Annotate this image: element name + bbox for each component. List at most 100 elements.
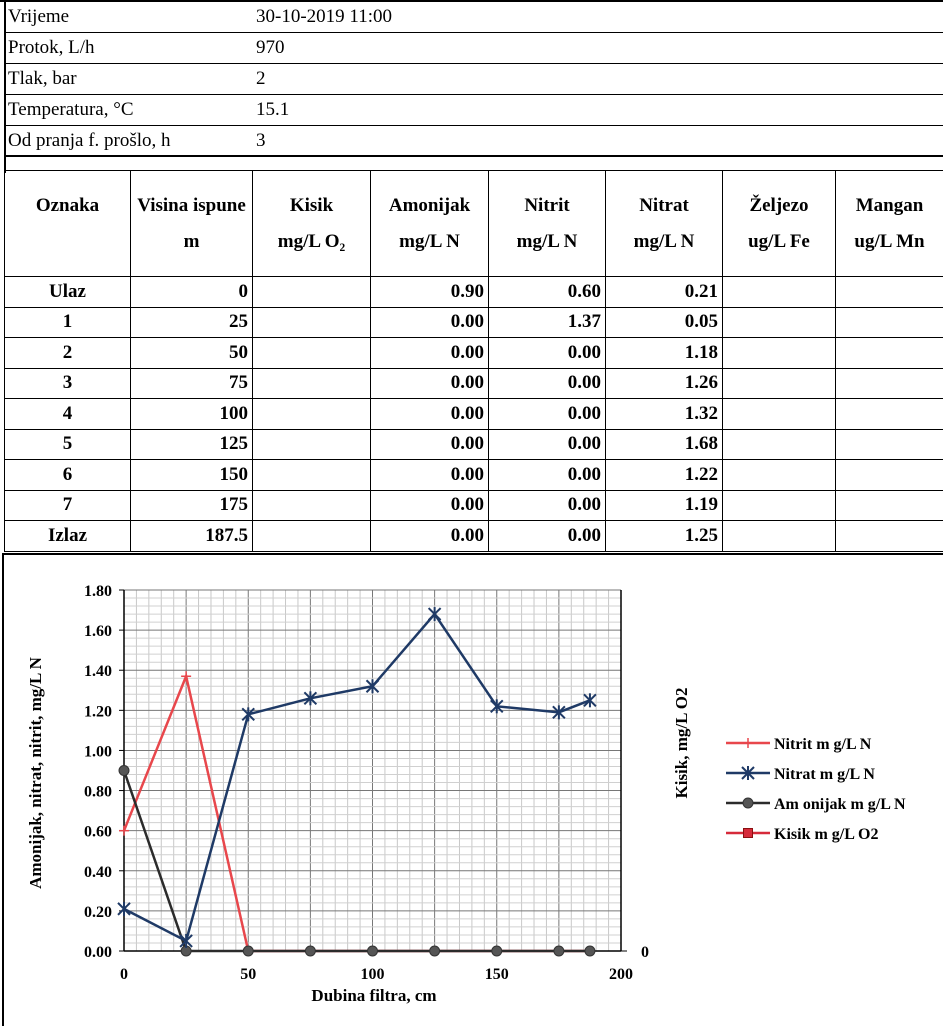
chart-series [118, 607, 596, 956]
table-cell: 150 [131, 460, 253, 491]
column-unit: mg/L N [493, 224, 601, 260]
legend-label: Nitrat m g/L N [774, 766, 875, 783]
table-cell: 1.25 [606, 521, 723, 552]
table-cell: 0.00 [371, 399, 489, 430]
y-axis-label: Amonijak, nitrat, nitrit, mg/L N [26, 656, 45, 889]
table-cell [253, 338, 371, 369]
y-tick-label: 0.20 [84, 904, 112, 921]
data-point [305, 946, 315, 956]
table-cell: 1.68 [606, 429, 723, 460]
table-cell: 0.00 [371, 338, 489, 369]
table-cell: Ulaz [5, 277, 131, 308]
x-tick-label: 100 [361, 966, 385, 983]
data-point [743, 738, 753, 748]
table-cell [253, 490, 371, 521]
column-unit: ug/L Fe [727, 224, 831, 260]
data-point [368, 946, 378, 956]
table-cell [723, 368, 836, 399]
data-point [430, 946, 440, 956]
x-tick-label: 50 [240, 966, 256, 983]
y-tick-label: 1.80 [84, 583, 112, 600]
series-0 [119, 671, 595, 956]
table-cell: 0.00 [489, 521, 606, 552]
y-tick-label: 0.00 [84, 944, 112, 961]
table-cell: 7 [5, 490, 131, 521]
legend-item: Am onijak m g/L N [726, 796, 906, 813]
column-name: Visina ispune [135, 188, 248, 224]
table-cell: 0.90 [371, 277, 489, 308]
table-cell: 0.60 [489, 277, 606, 308]
table-cell: 1.32 [606, 399, 723, 430]
info-label: Temperatura, °C [8, 99, 134, 121]
y-tick-label: 1.20 [84, 703, 112, 720]
data-point [118, 902, 130, 916]
table-cell [836, 338, 943, 369]
y-tick-label: 0.80 [84, 784, 112, 801]
table-cell: 0.00 [489, 368, 606, 399]
info-row-temperature: Temperatura, °C 15.1 [4, 95, 943, 126]
table-cell [253, 399, 371, 430]
table-cell: 0.21 [606, 277, 723, 308]
data-point [554, 946, 564, 956]
table-cell: 0.05 [606, 307, 723, 338]
data-point [585, 946, 595, 956]
table-cell: 0.00 [489, 429, 606, 460]
table-cell: 75 [131, 368, 253, 399]
column-name: Nitrat [610, 188, 718, 224]
table-cell: 6 [5, 460, 131, 491]
table-cell: 4 [5, 399, 131, 430]
table-cell: 0.00 [489, 338, 606, 369]
y2-tick-label: 0 [641, 944, 649, 961]
info-value: 30-10-2019 11:00 [256, 6, 392, 28]
data-point [119, 826, 129, 836]
table-cell [836, 277, 943, 308]
table-cell [836, 368, 943, 399]
info-value: 15.1 [256, 99, 289, 121]
table-cell [723, 429, 836, 460]
table-cell: Izlaz [5, 521, 131, 552]
table-cell: 0.00 [489, 460, 606, 491]
y-tick-label: 0.40 [84, 864, 112, 881]
column-unit: ug/L Mn [840, 224, 939, 260]
table-cell: 3 [5, 368, 131, 399]
column-name: Mangan [840, 188, 939, 224]
table-cell [253, 460, 371, 491]
column-unit: m [135, 224, 248, 260]
table-cell: 125 [131, 429, 253, 460]
table-cell: 1.26 [606, 368, 723, 399]
info-row-pressure: Tlak, bar 2 [4, 64, 943, 95]
table-cell: 1.37 [489, 307, 606, 338]
info-label: Protok, L/h [8, 37, 95, 59]
data-point [181, 671, 191, 681]
info-row-since-wash: Od pranja f. prošlo, h 3 [4, 126, 943, 157]
table-cell [836, 399, 943, 430]
info-value: 970 [256, 37, 285, 59]
column-name: Nitrit [493, 188, 601, 224]
data-point [243, 946, 253, 956]
data-point [744, 829, 753, 838]
table-cell [723, 399, 836, 430]
data-point [743, 798, 753, 808]
table-cell: 0.00 [371, 368, 489, 399]
table-cell: 0.00 [371, 307, 489, 338]
table-cell: 1 [5, 307, 131, 338]
table-cell: 0 [131, 277, 253, 308]
table-cell [836, 460, 943, 491]
table-cell: 0.00 [371, 460, 489, 491]
table-cell: 50 [131, 338, 253, 369]
data-point [584, 693, 596, 707]
table-cell [836, 307, 943, 338]
data-point [119, 766, 129, 776]
